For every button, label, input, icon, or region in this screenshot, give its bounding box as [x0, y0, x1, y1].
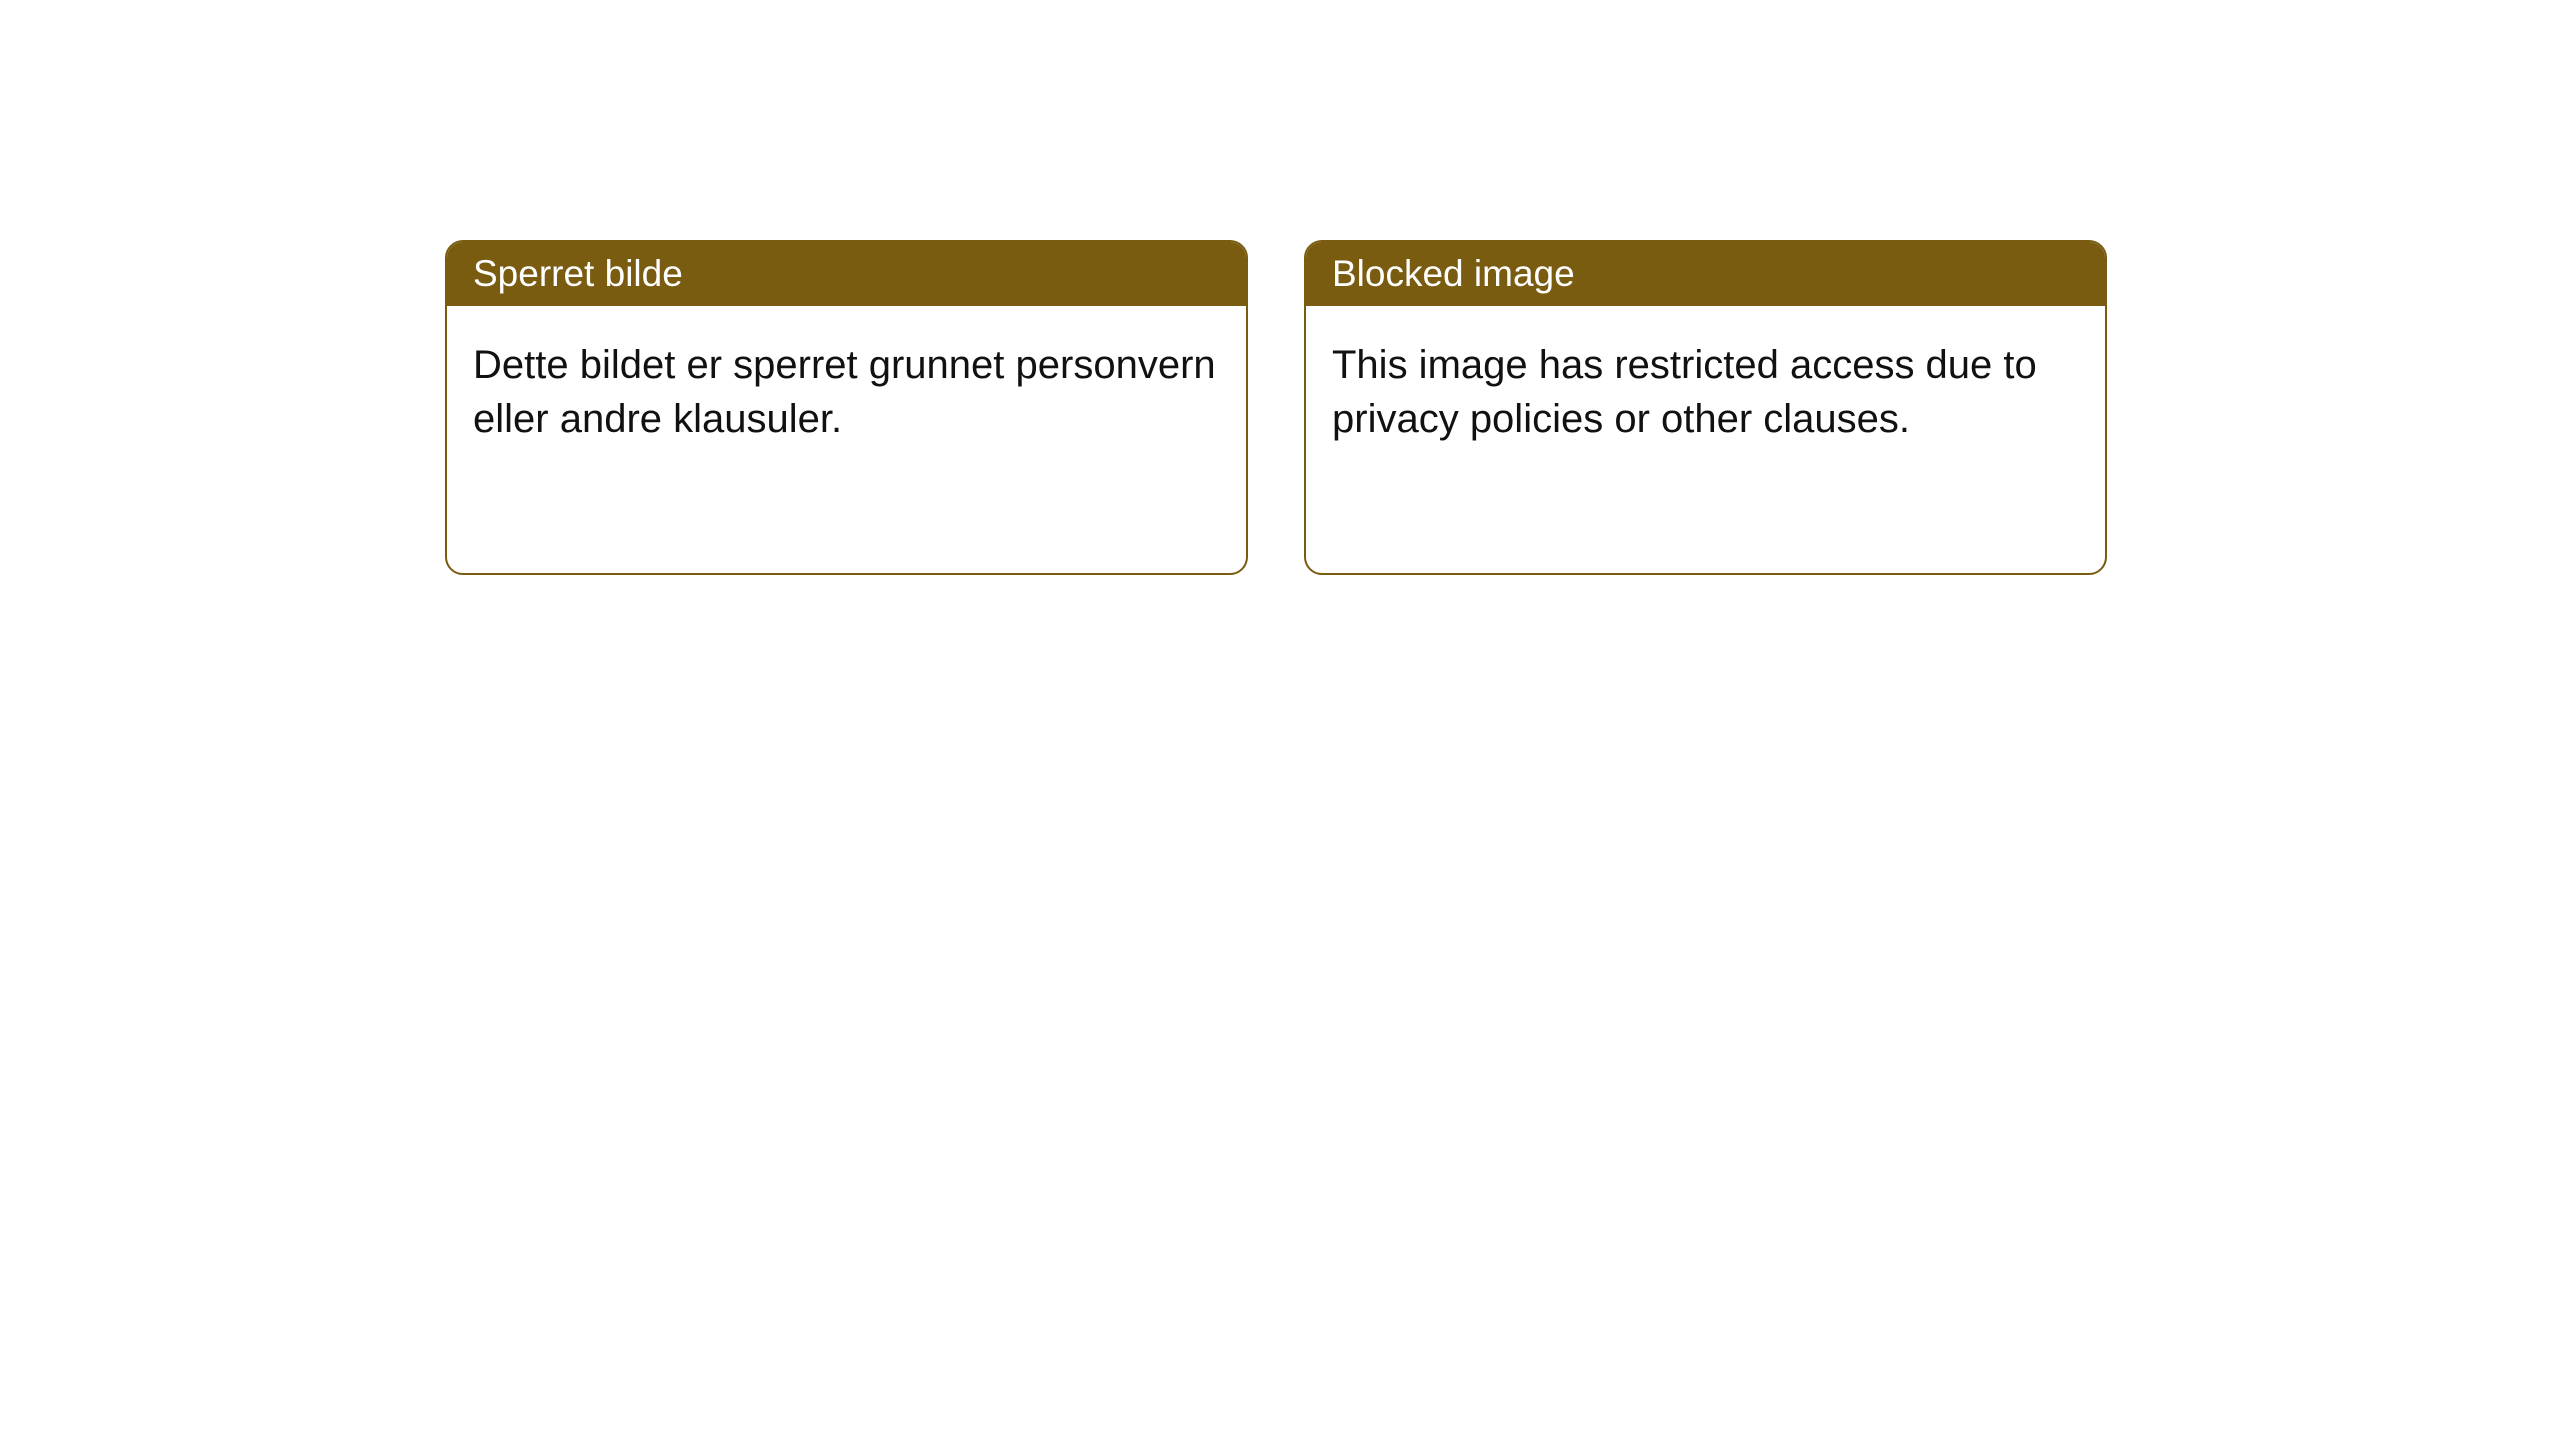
- card-header-no: Sperret bilde: [447, 242, 1246, 306]
- card-title-en: Blocked image: [1332, 253, 1575, 294]
- card-body-text-no: Dette bildet er sperret grunnet personve…: [473, 343, 1216, 441]
- notice-card-no: Sperret bilde Dette bildet er sperret gr…: [445, 240, 1248, 575]
- card-body-text-en: This image has restricted access due to …: [1332, 343, 2037, 441]
- notice-card-en: Blocked image This image has restricted …: [1304, 240, 2107, 575]
- card-body-en: This image has restricted access due to …: [1306, 306, 2105, 573]
- card-header-en: Blocked image: [1306, 242, 2105, 306]
- card-body-no: Dette bildet er sperret grunnet personve…: [447, 306, 1246, 573]
- card-title-no: Sperret bilde: [473, 253, 683, 294]
- notice-cards-container: Sperret bilde Dette bildet er sperret gr…: [445, 240, 2107, 575]
